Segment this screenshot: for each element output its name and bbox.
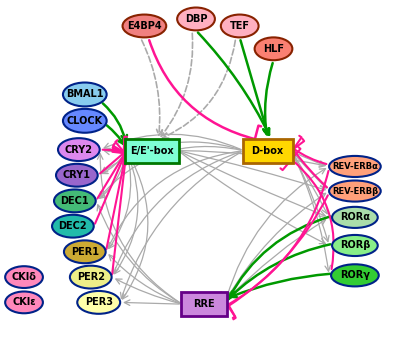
Ellipse shape	[64, 240, 106, 263]
Ellipse shape	[255, 38, 292, 60]
Text: CKIε: CKIε	[12, 297, 36, 307]
Text: RORα: RORα	[340, 212, 370, 222]
Ellipse shape	[329, 181, 381, 201]
Text: PER2: PER2	[77, 272, 105, 282]
Text: REV-ERBβ: REV-ERBβ	[332, 187, 378, 195]
Ellipse shape	[5, 266, 43, 288]
Text: PER3: PER3	[85, 297, 113, 307]
Ellipse shape	[52, 215, 94, 238]
Text: CKIδ: CKIδ	[12, 272, 36, 282]
Ellipse shape	[63, 109, 107, 133]
Ellipse shape	[331, 264, 379, 286]
Text: D-box: D-box	[252, 145, 284, 156]
Ellipse shape	[177, 7, 215, 30]
Ellipse shape	[77, 291, 120, 314]
Ellipse shape	[332, 235, 378, 256]
Ellipse shape	[122, 15, 166, 38]
Text: DEC2: DEC2	[58, 221, 87, 231]
Text: RRE: RRE	[193, 299, 215, 309]
Ellipse shape	[332, 207, 378, 228]
Ellipse shape	[54, 189, 96, 212]
Text: PER1: PER1	[71, 247, 99, 257]
Text: TEF: TEF	[230, 21, 250, 31]
Text: E4BP4: E4BP4	[127, 21, 162, 31]
Ellipse shape	[70, 266, 112, 289]
Text: HLF: HLF	[263, 44, 284, 54]
Text: BMAL1: BMAL1	[66, 90, 104, 99]
Text: DEC1: DEC1	[60, 196, 89, 206]
Text: CLOCK: CLOCK	[67, 116, 103, 126]
Ellipse shape	[56, 164, 98, 187]
FancyBboxPatch shape	[242, 139, 292, 162]
Text: E/E'-box: E/E'-box	[130, 145, 174, 156]
Text: RORβ: RORβ	[340, 240, 370, 251]
Ellipse shape	[58, 138, 100, 161]
Ellipse shape	[5, 291, 43, 313]
Text: CRY1: CRY1	[63, 170, 91, 180]
Text: REV-ERBα: REV-ERBα	[332, 162, 378, 171]
Text: DBP: DBP	[185, 14, 207, 24]
Ellipse shape	[221, 15, 258, 38]
Ellipse shape	[329, 156, 381, 177]
FancyBboxPatch shape	[181, 292, 227, 316]
Text: CRY2: CRY2	[65, 144, 93, 155]
Ellipse shape	[63, 82, 107, 107]
Text: RORγ: RORγ	[340, 270, 370, 280]
FancyBboxPatch shape	[125, 139, 179, 162]
